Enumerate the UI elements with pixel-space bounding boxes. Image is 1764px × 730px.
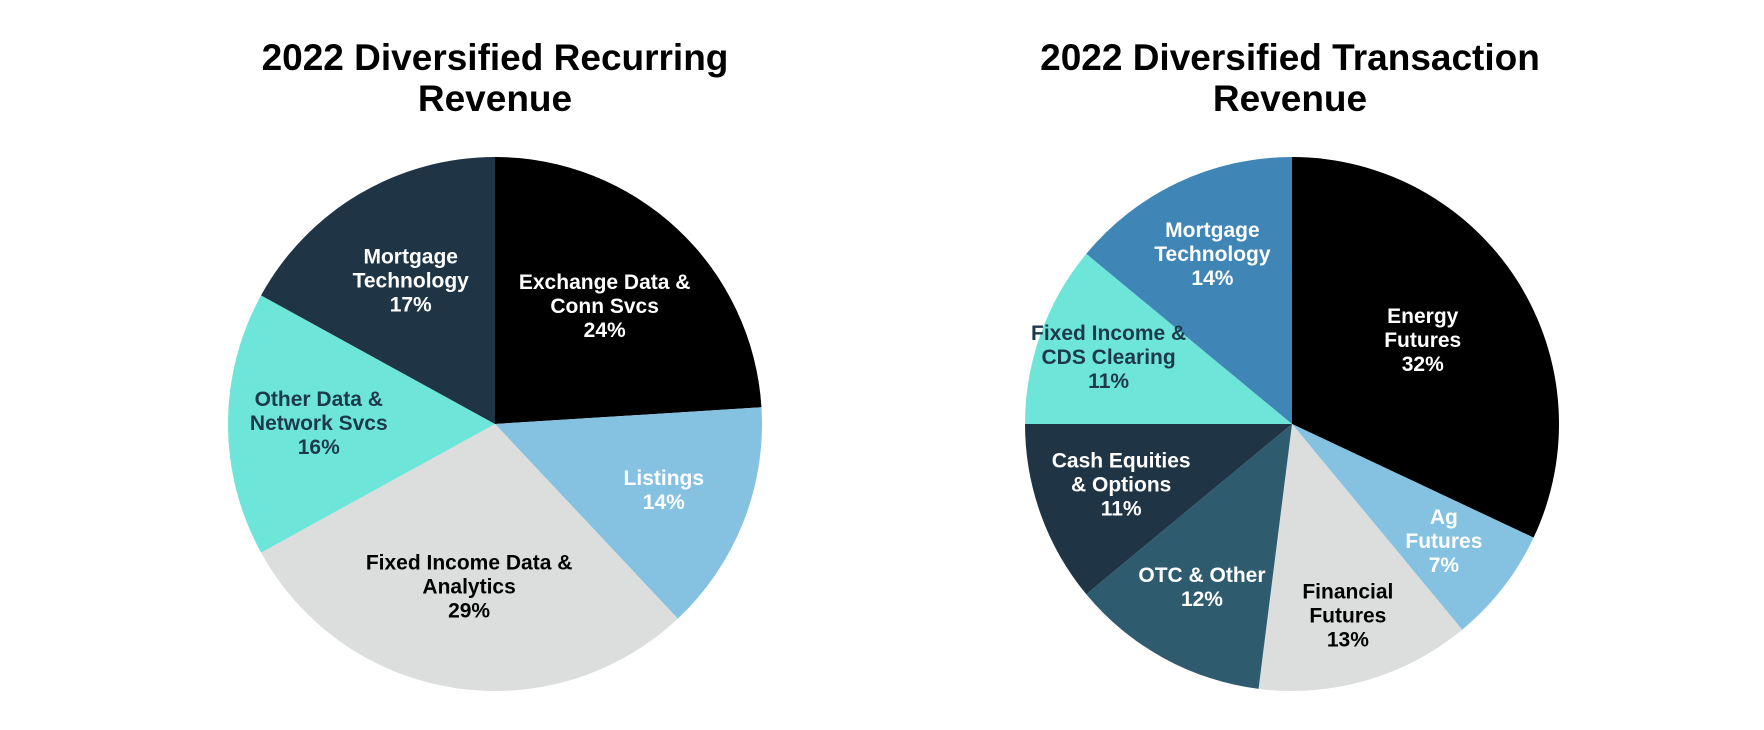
transaction-label-energy-futures: Energy Futures 32% bbox=[1384, 305, 1461, 376]
transaction-label-cash-equities-and-options: Cash Equities & Options 11% bbox=[1052, 449, 1191, 520]
recurring-label-listings: Listings 14% bbox=[624, 466, 705, 513]
transaction-label-otc-and-other: OTC & Other 12% bbox=[1138, 563, 1265, 610]
transaction-slice-otc-and-other bbox=[1086, 424, 1292, 689]
recurring-slice-other-data-and-network-svcs bbox=[228, 295, 495, 553]
transaction-slice-ag-futures bbox=[1292, 424, 1534, 630]
transaction-slice-mortgage-technology bbox=[1086, 157, 1292, 424]
transaction-label-ag-futures: Ag Futures 7% bbox=[1405, 505, 1482, 576]
recurring-slice-mortgage-technology bbox=[261, 157, 495, 424]
transaction-slice-fixed-income-and-cds-clearing bbox=[1025, 253, 1292, 424]
recurring-label-exchange-data-and-conn-svcs: Exchange Data & Conn Svcs 24% bbox=[519, 271, 691, 342]
transaction-slice-financial-futures bbox=[1258, 424, 1463, 692]
transaction-label-financial-futures: Financial Futures 13% bbox=[1302, 580, 1393, 651]
transaction-label-fixed-income-and-cds-clearing: Fixed Income & CDS Clearing 11% bbox=[1031, 322, 1186, 393]
recurring-label-other-data-and-network-svcs: Other Data & Network Svcs 16% bbox=[250, 388, 388, 459]
recurring-slice-listings bbox=[495, 407, 762, 619]
recurring-slice-exchange-data-and-conn-svcs bbox=[495, 157, 762, 424]
transaction-slice-energy-futures bbox=[1292, 157, 1559, 538]
transaction-label-mortgage-technology: Mortgage Technology 14% bbox=[1154, 218, 1271, 289]
transaction-revenue-chart-title: 2022 Diversified Transaction Revenue bbox=[1040, 37, 1540, 119]
transaction-slice-cash-equities-and-options bbox=[1025, 424, 1292, 595]
recurring-label-mortgage-technology: Mortgage Technology 17% bbox=[353, 245, 470, 316]
recurring-label-fixed-income-data-and-analytics: Fixed Income Data & Analytics 29% bbox=[366, 551, 573, 622]
recurring-slice-fixed-income-data-and-analytics bbox=[261, 424, 678, 691]
recurring-revenue-chart-title: 2022 Diversified Recurring Revenue bbox=[261, 37, 729, 119]
